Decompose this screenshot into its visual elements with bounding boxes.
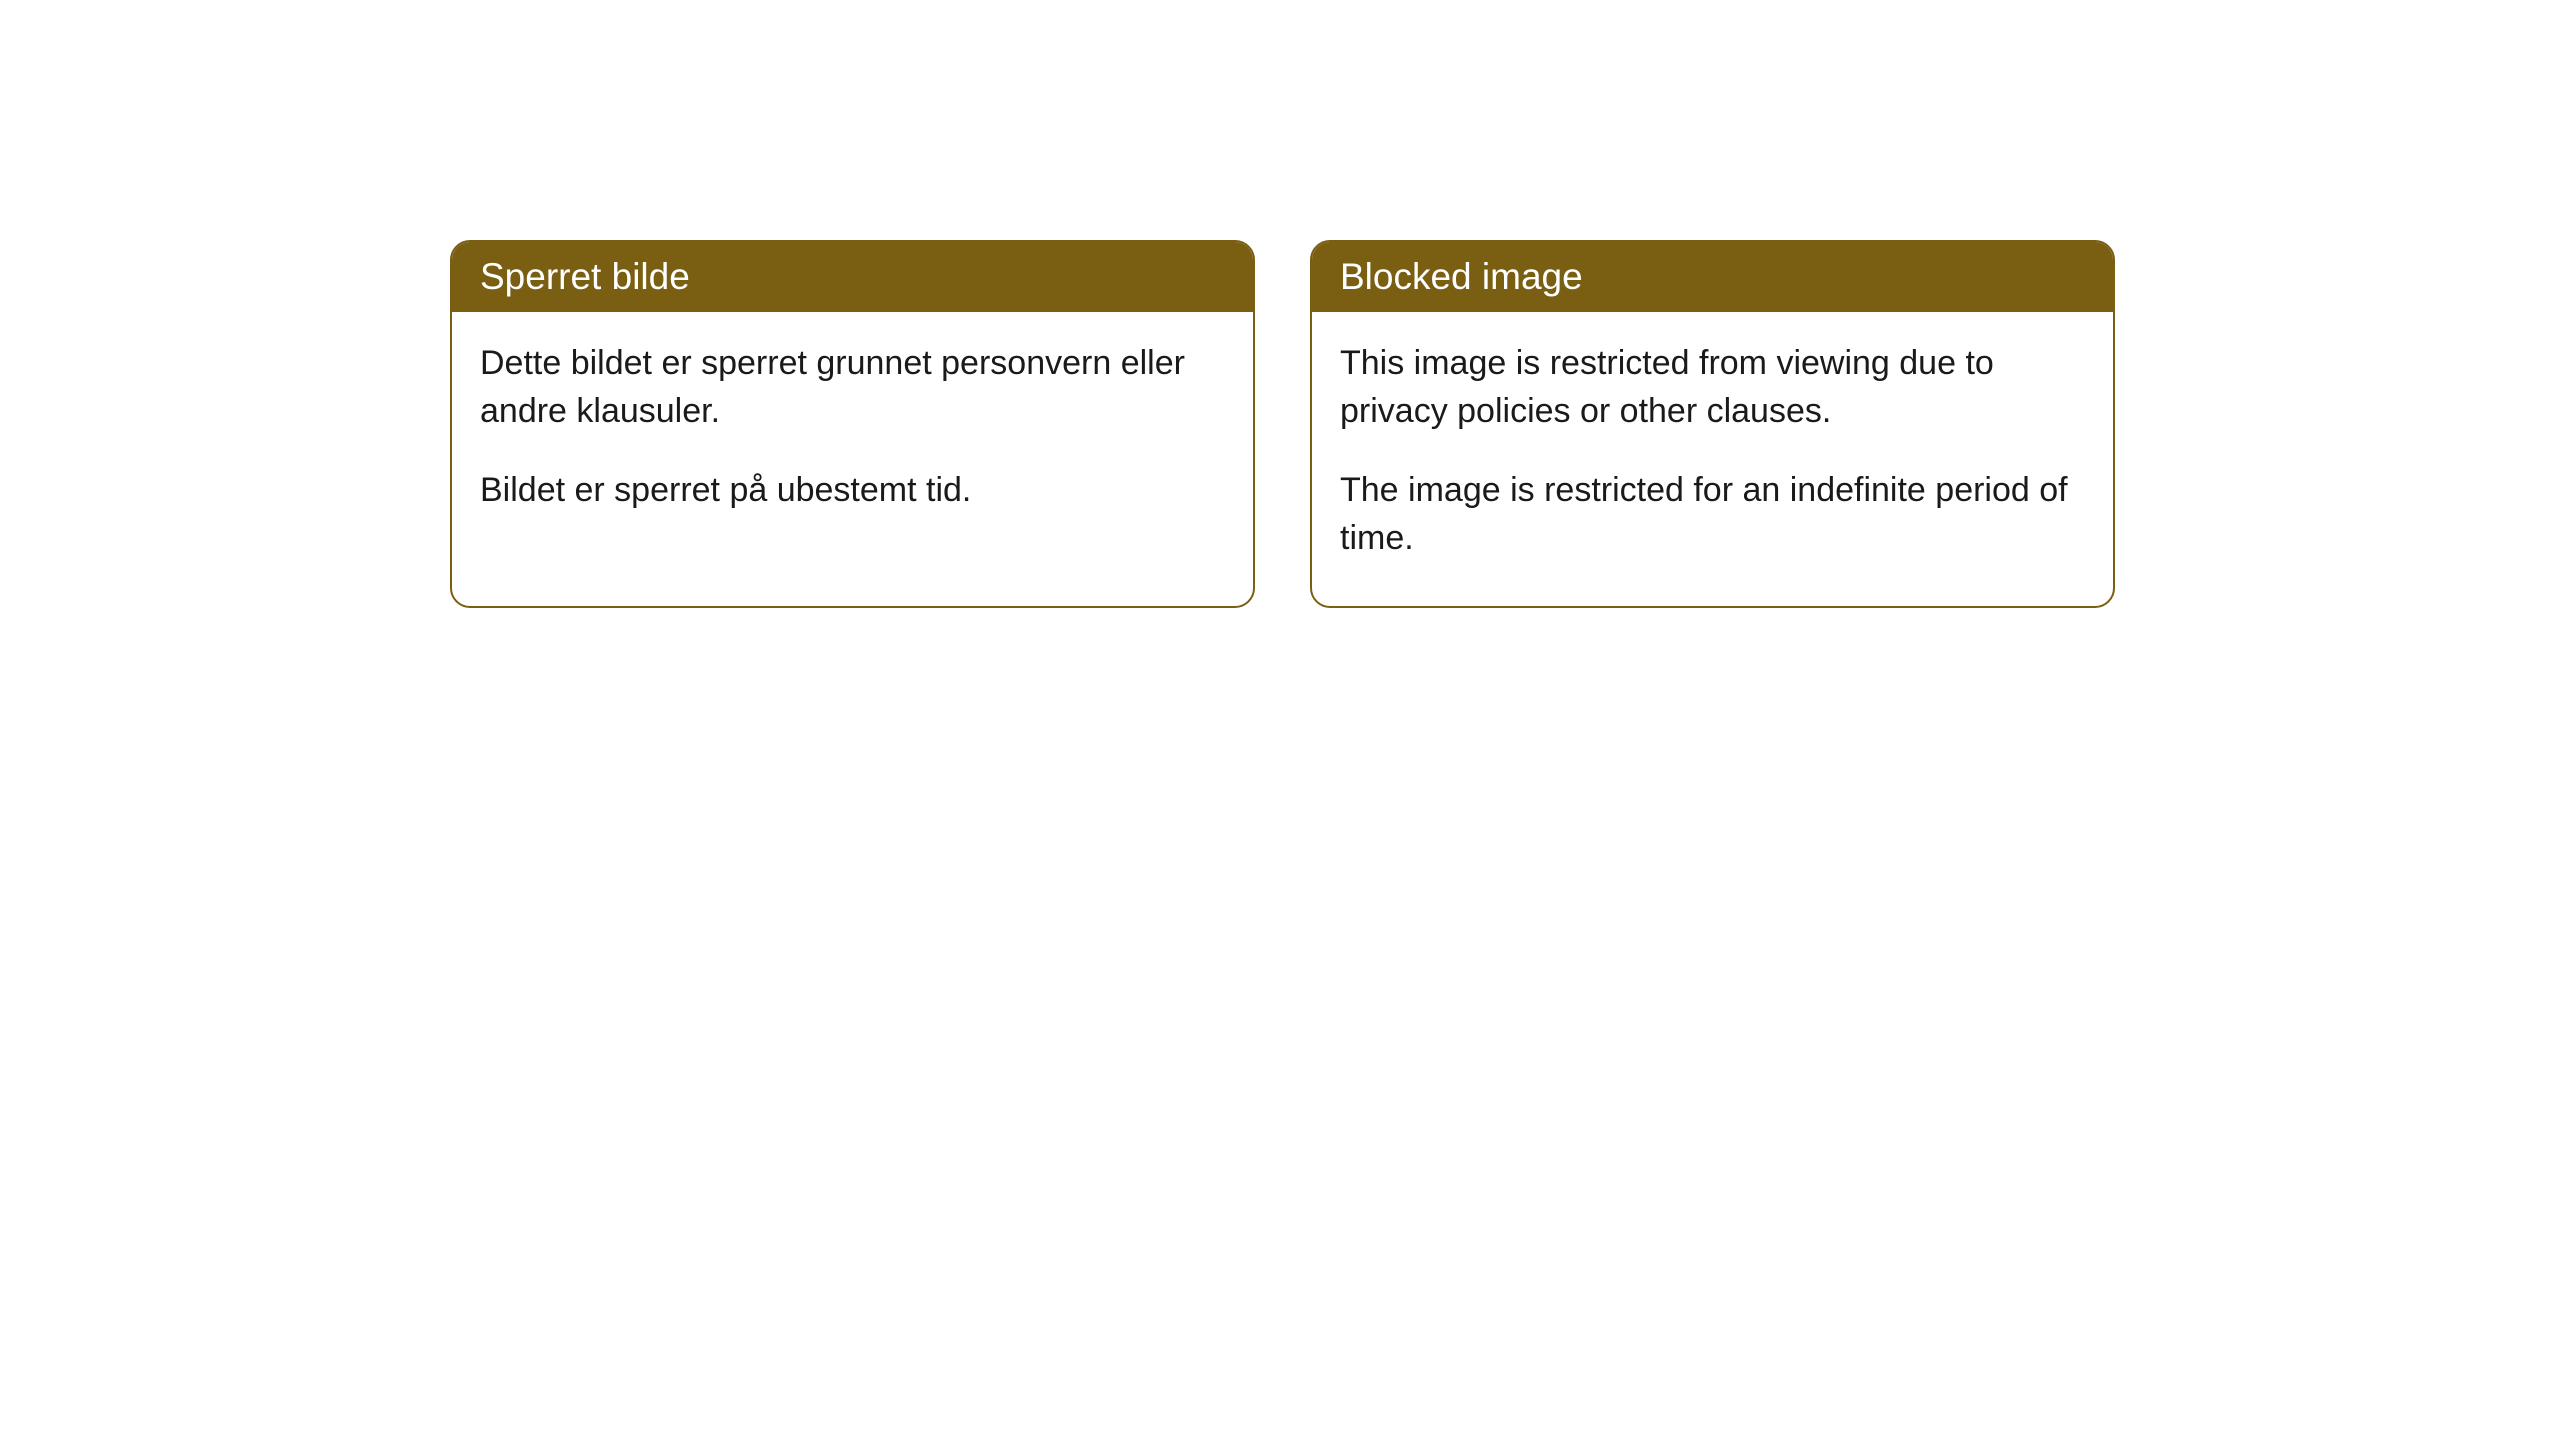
cards-container: Sperret bilde Dette bildet er sperret gr…: [450, 240, 2560, 608]
card-norwegian-header: Sperret bilde: [452, 242, 1253, 312]
card-english-paragraph-1: This image is restricted from viewing du…: [1340, 340, 2085, 435]
card-norwegian-paragraph-2: Bildet er sperret på ubestemt tid.: [480, 467, 1225, 515]
card-english-title: Blocked image: [1340, 256, 1583, 297]
card-norwegian: Sperret bilde Dette bildet er sperret gr…: [450, 240, 1255, 608]
card-norwegian-body: Dette bildet er sperret grunnet personve…: [452, 312, 1253, 559]
card-english-body: This image is restricted from viewing du…: [1312, 312, 2113, 606]
card-english-header: Blocked image: [1312, 242, 2113, 312]
card-norwegian-paragraph-1: Dette bildet er sperret grunnet personve…: [480, 340, 1225, 435]
card-english-paragraph-2: The image is restricted for an indefinit…: [1340, 467, 2085, 562]
card-norwegian-title: Sperret bilde: [480, 256, 690, 297]
card-english: Blocked image This image is restricted f…: [1310, 240, 2115, 608]
